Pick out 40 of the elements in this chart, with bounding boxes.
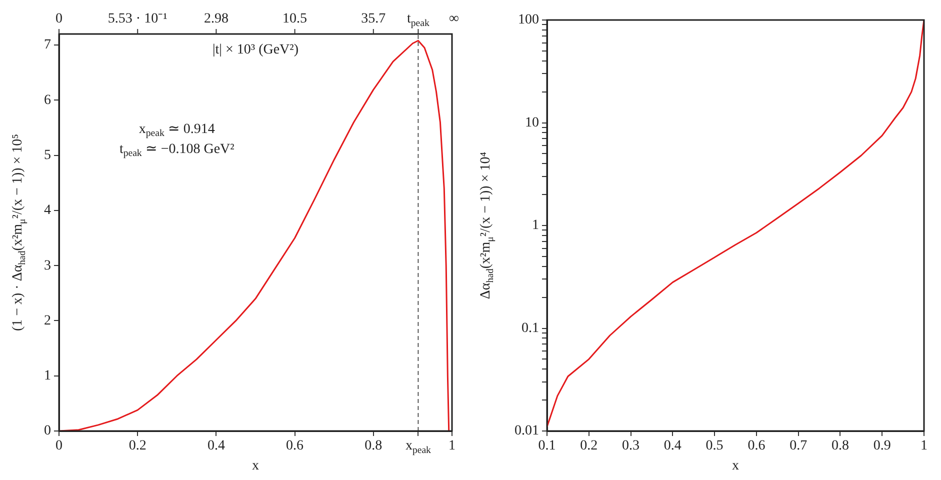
x-tick-label: 0.6: [748, 438, 766, 454]
x-tick-label: 0.1: [538, 438, 556, 454]
annotation: 0: [56, 12, 62, 27]
y-tick-label: 7: [44, 38, 51, 53]
x-tick-label: 0: [56, 438, 62, 454]
x-tick-label: 0.8: [364, 438, 382, 454]
x-tick-label: 0.6: [286, 438, 304, 454]
y-tick-label: 2: [44, 313, 51, 328]
x-tick-label: 0.7: [790, 438, 808, 454]
x-tick-label: 0.4: [664, 438, 682, 454]
annotation: 35.7: [361, 12, 386, 27]
x-axis-title: x: [252, 458, 259, 474]
x-tick-label: 0.9: [873, 438, 891, 454]
y-tick-label: 10: [525, 115, 539, 130]
y-tick-label: 5: [44, 148, 51, 163]
annotation: 2.98: [204, 12, 228, 27]
x-tick-label: 0.3: [622, 438, 640, 454]
y-tick-label: 0: [44, 424, 51, 439]
y-tick-label: 100: [518, 12, 539, 28]
y-tick-label: 6: [44, 92, 51, 108]
text: ∞: [449, 12, 460, 27]
x-tick-label: 0.4: [207, 438, 225, 454]
annotation: 10.5: [282, 12, 308, 27]
y-tick-label: 0.01: [514, 424, 539, 439]
y-axis-title: (1 − x) · Δαhad(x²mμ²/(x − 1)) × 10⁵: [10, 134, 28, 332]
y-tick-label: 1: [44, 368, 51, 384]
y-tick-label: 0.1: [522, 320, 539, 336]
x-tick-label: 0.8: [831, 438, 849, 454]
annotation: 5.53 · 10⁻¹: [108, 12, 168, 27]
x-axis-title: x: [732, 458, 739, 474]
y-tick-label: 4: [44, 203, 51, 218]
x2-axis-title: |t| × 10³ (GeV²): [212, 42, 299, 58]
x-tick-label: 0.5: [706, 438, 724, 454]
x-tick-label: 1: [448, 438, 456, 454]
y-tick-label: 3: [44, 258, 51, 274]
y-tick-label: 1: [532, 218, 539, 234]
x-tick-label: 0.2: [580, 438, 598, 454]
x-tick-label: 0.2: [128, 438, 146, 454]
y-axis-title: Δαhad(x²mμ²/(x − 1)) × 10⁴: [478, 152, 496, 300]
x-tick-label: 1: [920, 438, 928, 454]
